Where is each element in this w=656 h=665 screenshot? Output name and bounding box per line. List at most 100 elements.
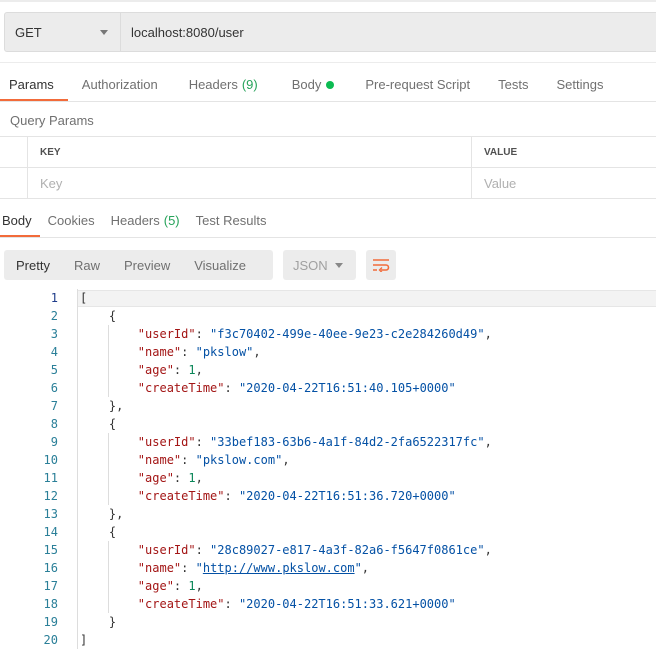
json-number: 1 bbox=[188, 471, 196, 485]
punctuation: : bbox=[173, 363, 189, 377]
response-tab-cookies[interactable]: Cookies bbox=[40, 212, 103, 238]
tab-label: Test Results bbox=[195, 213, 267, 228]
divider bbox=[0, 101, 656, 102]
view-mode-visualize[interactable]: Visualize bbox=[194, 257, 247, 273]
punctuation: : bbox=[173, 579, 189, 593]
punctuation: , bbox=[484, 435, 492, 449]
line-number: 14 bbox=[43, 525, 58, 539]
view-mode-pretty[interactable]: Pretty bbox=[16, 257, 50, 273]
request-tab-settings[interactable]: Settings bbox=[542, 76, 617, 102]
json-string: "f3c70402-499e-40ee-9e23-c2e284260d49" bbox=[210, 327, 485, 341]
punctuation bbox=[80, 471, 138, 485]
code-line: 8 { bbox=[0, 415, 656, 433]
json-key: "name" bbox=[137, 453, 182, 467]
punctuation: , bbox=[361, 561, 370, 575]
code-line: 14 { bbox=[0, 523, 656, 541]
request-tab-params[interactable]: Params bbox=[0, 76, 68, 102]
response-tabs: Body Cookies Headers (5) Test Results bbox=[0, 212, 274, 238]
request-tab-headers[interactable]: Headers (9) bbox=[172, 76, 275, 102]
tab-label: Body bbox=[291, 77, 322, 92]
request-tab-body[interactable]: Body bbox=[275, 76, 352, 102]
punctuation: }, bbox=[80, 507, 124, 521]
code-text: "userId": "28c89027-e817-4a3f-82a6-f5647… bbox=[80, 541, 492, 559]
punctuation: { bbox=[80, 417, 117, 431]
code-text: "userId": "33bef183-63b6-4a1f-84d2-2fa65… bbox=[80, 433, 492, 451]
line-number: 1 bbox=[50, 291, 58, 305]
json-key: "createTime" bbox=[137, 489, 225, 503]
punctuation bbox=[80, 597, 138, 611]
json-key: "createTime" bbox=[137, 597, 225, 611]
format-select[interactable]: JSON bbox=[283, 250, 356, 280]
punctuation: , bbox=[282, 453, 290, 467]
punctuation: , bbox=[195, 579, 203, 593]
request-tab-tests[interactable]: Tests bbox=[484, 76, 542, 102]
code-text: "age": 1, bbox=[80, 577, 203, 595]
line-number: 9 bbox=[50, 435, 58, 449]
value-header: VALUE bbox=[484, 146, 518, 158]
json-string: "33bef183-63b6-4a1f-84d2-2fa6522317fc" bbox=[210, 435, 485, 449]
code-text: { bbox=[80, 415, 116, 433]
code-line: 6 "createTime": "2020-04-22T16:51:40.105… bbox=[0, 379, 656, 397]
code-line: 3 "userId": "f3c70402-499e-40ee-9e23-c2e… bbox=[0, 325, 656, 343]
tab-label: Settings bbox=[556, 77, 604, 92]
json-string: "2020-04-22T16:51:40.105+0000" bbox=[238, 381, 456, 395]
punctuation bbox=[80, 543, 138, 557]
key-input[interactable]: Key bbox=[28, 168, 472, 198]
punctuation: ] bbox=[80, 633, 88, 647]
code-line: 19 } bbox=[0, 613, 656, 631]
json-link[interactable]: http://www.pkslow.com bbox=[202, 561, 355, 575]
url-input[interactable]: localhost:8080/user bbox=[131, 24, 244, 40]
code-line: 9 "userId": "33bef183-63b6-4a1f-84d2-2fa… bbox=[0, 433, 656, 451]
response-toolbar: Pretty Raw Preview Visualize JSON bbox=[4, 250, 396, 280]
line-number: 10 bbox=[43, 453, 58, 467]
punctuation: , bbox=[195, 471, 203, 485]
response-tab-body[interactable]: Body bbox=[0, 212, 40, 238]
json-key: "createTime" bbox=[137, 381, 225, 395]
tab-label: Headers bbox=[110, 213, 160, 228]
line-number: 20 bbox=[43, 633, 58, 647]
code-line: 5 "age": 1, bbox=[0, 361, 656, 379]
code-line: 13 }, bbox=[0, 505, 656, 523]
divider bbox=[0, 62, 656, 63]
format-label: JSON bbox=[293, 257, 328, 273]
wrap-lines-button[interactable] bbox=[366, 250, 396, 280]
punctuation: [ bbox=[80, 291, 88, 305]
punctuation bbox=[80, 327, 138, 341]
json-number: 1 bbox=[188, 579, 196, 593]
chevron-down-icon bbox=[335, 263, 343, 268]
punctuation bbox=[80, 489, 138, 503]
punctuation: , bbox=[195, 363, 203, 377]
json-key: "age" bbox=[137, 363, 174, 377]
json-key: "userId" bbox=[137, 543, 196, 557]
request-tab-pre-request-script[interactable]: Pre-request Script bbox=[351, 76, 484, 102]
tab-label: Authorization bbox=[81, 77, 158, 92]
wrap-lines-icon bbox=[373, 259, 390, 272]
punctuation bbox=[80, 381, 138, 395]
tab-count: (5) bbox=[163, 213, 180, 228]
code-text: "createTime": "2020-04-22T16:51:36.720+0… bbox=[80, 487, 456, 505]
line-number: 18 bbox=[43, 597, 58, 611]
line-number: 3 bbox=[50, 327, 58, 341]
tab-count: (9) bbox=[241, 77, 258, 92]
json-string: "pkslow" bbox=[195, 345, 254, 359]
punctuation: { bbox=[80, 525, 117, 539]
line-number: 6 bbox=[50, 381, 58, 395]
value-input[interactable]: Value bbox=[484, 175, 517, 191]
code-line: 4 "name": "pkslow", bbox=[0, 343, 656, 361]
view-mode-raw[interactable]: Raw bbox=[73, 257, 100, 273]
request-tab-authorization[interactable]: Authorization bbox=[68, 76, 172, 102]
method-select[interactable]: GET bbox=[5, 13, 121, 51]
code-text: "createTime": "2020-04-22T16:51:33.621+0… bbox=[80, 595, 456, 613]
top-divider bbox=[0, 0, 656, 2]
view-mode-preview[interactable]: Preview bbox=[123, 257, 171, 273]
tab-label: Tests bbox=[498, 77, 529, 92]
query-params-title: Query Params bbox=[10, 113, 94, 128]
line-number: 2 bbox=[50, 309, 58, 323]
response-tab-test-results[interactable]: Test Results bbox=[188, 212, 275, 238]
tab-label: Body bbox=[2, 213, 32, 228]
response-tab-headers[interactable]: Headers (5) bbox=[103, 212, 188, 238]
json-number: 1 bbox=[188, 363, 196, 377]
request-bar: GET localhost:8080/user bbox=[4, 12, 656, 52]
code-line: 11 "age": 1, bbox=[0, 469, 656, 487]
method-label: GET bbox=[15, 24, 42, 40]
